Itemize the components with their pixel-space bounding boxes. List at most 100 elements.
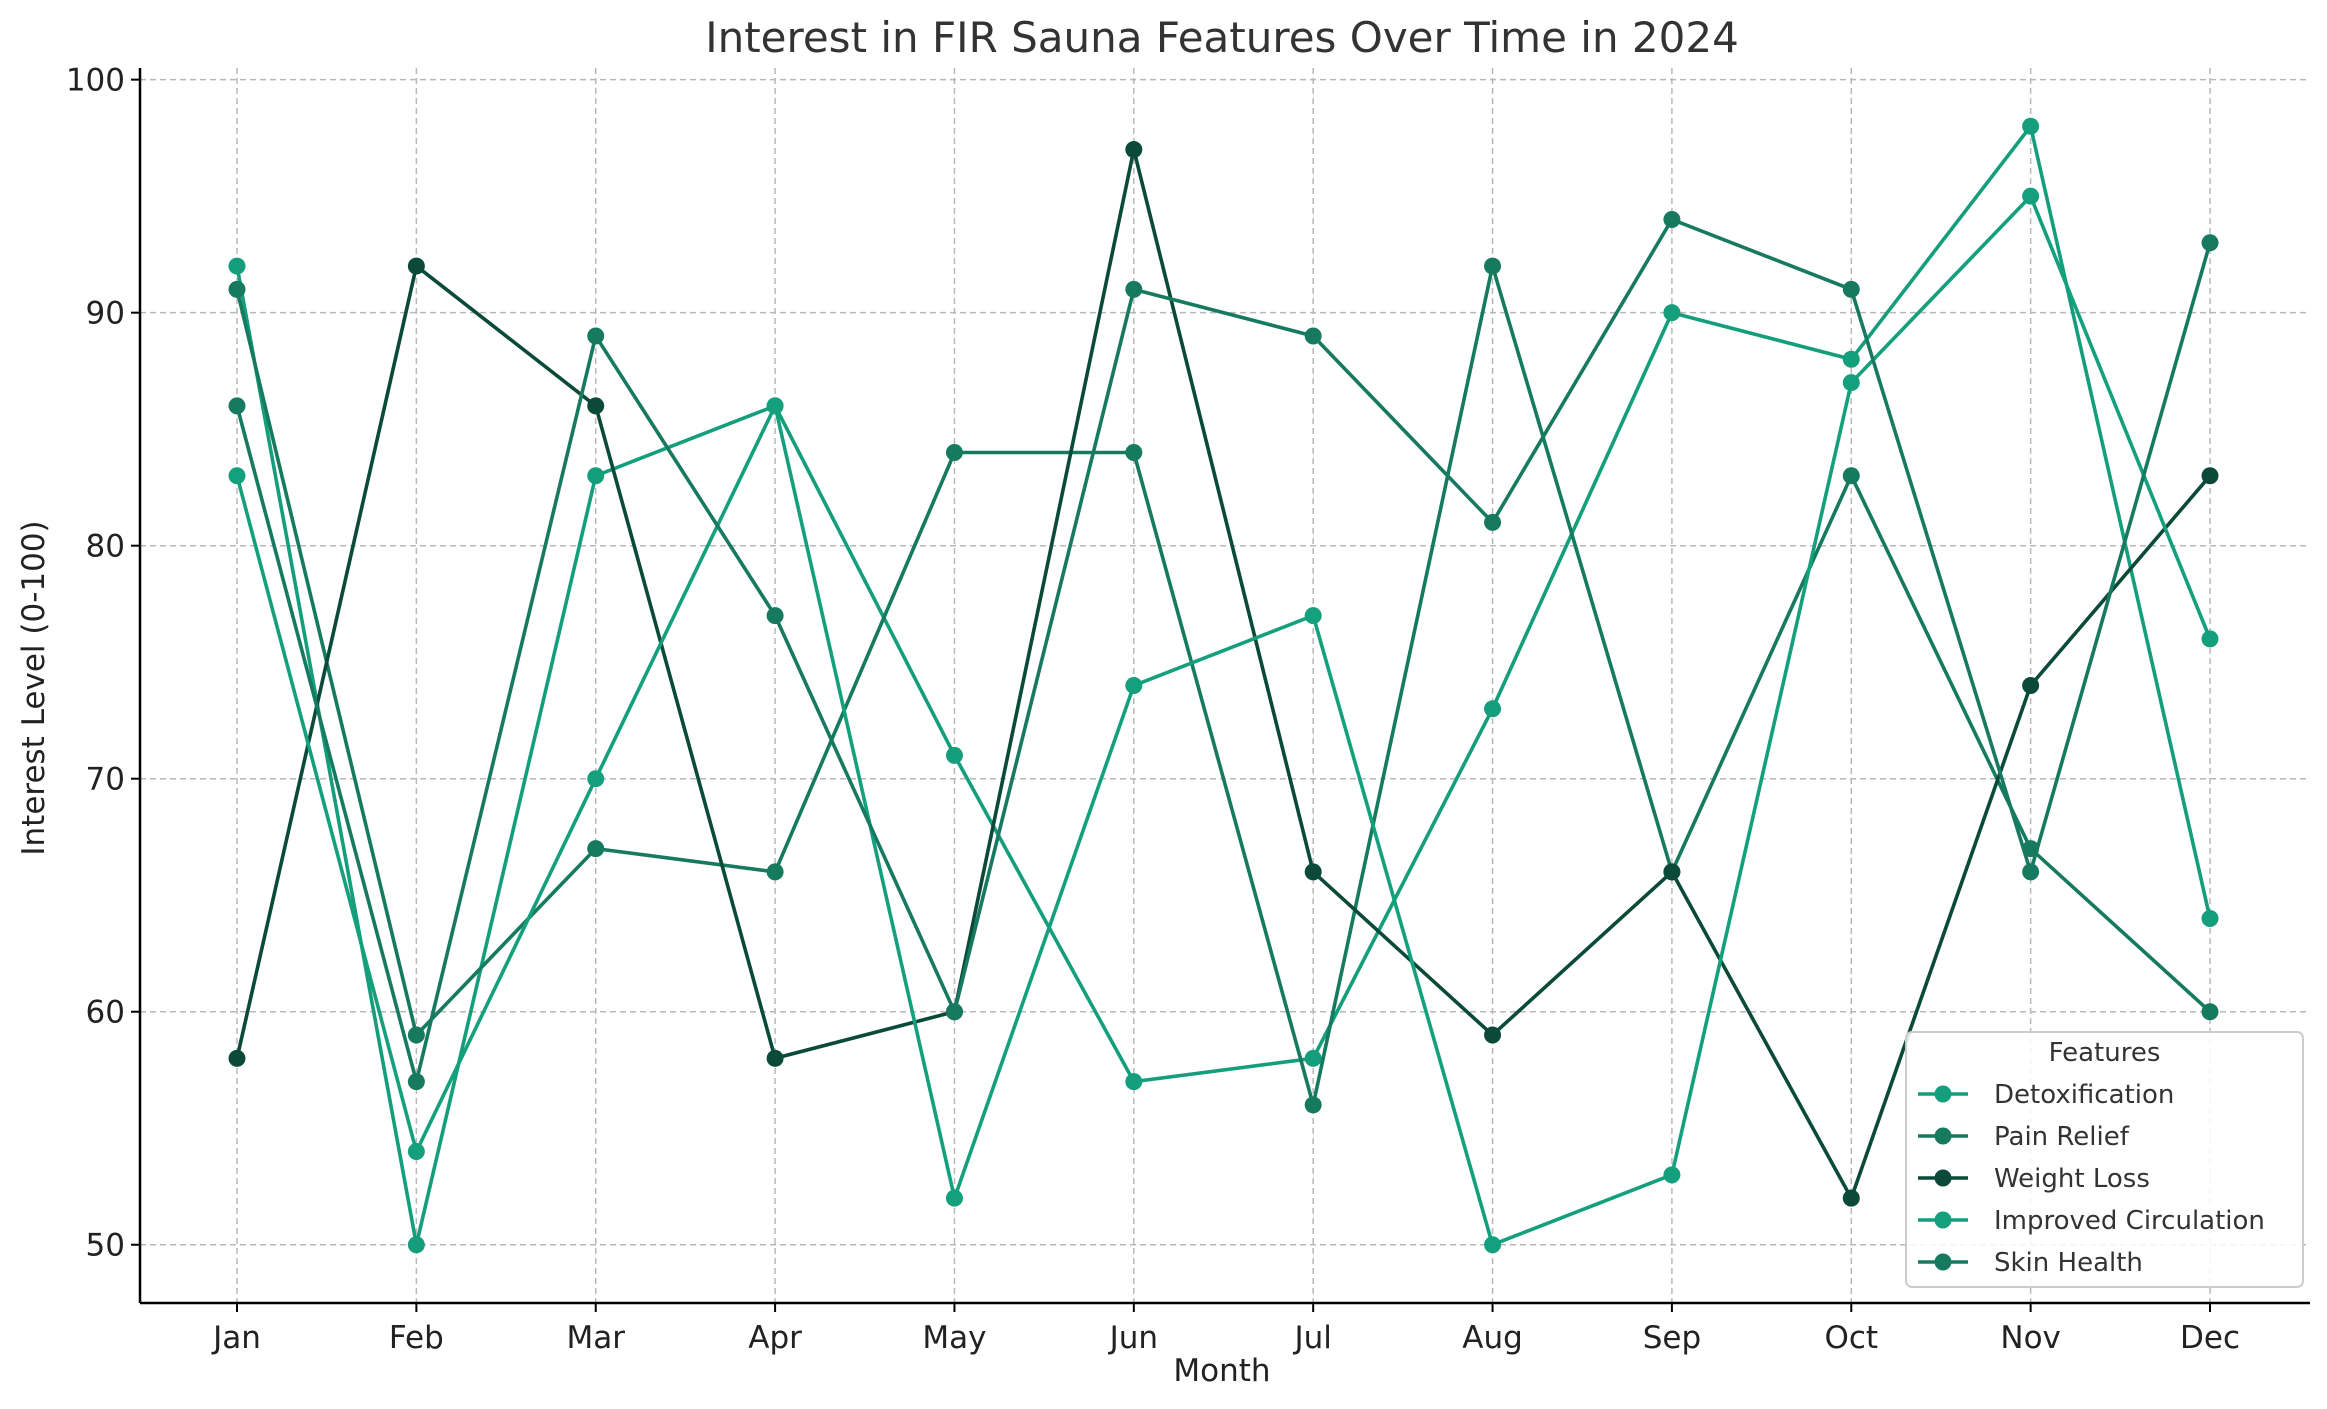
- data-point: [1125, 141, 1143, 159]
- series-line: [235, 122, 2212, 1246]
- data-point: [407, 1073, 425, 1091]
- data-point: [1842, 1189, 1860, 1207]
- data-point: [587, 467, 605, 485]
- legend-items: Detoxification Pain Relief Weight Loss Impr…: [1918, 1080, 2265, 1278]
- series-pain-relief: [228, 257, 2219, 1114]
- data-point: [2201, 467, 2219, 485]
- data-point: [1484, 1236, 1502, 1254]
- data-point: [587, 840, 605, 858]
- tick-labels: 50 60 70 80 90 100 Jan Feb Mar Apr May Jun Jul Aug Sep…: [66, 63, 2240, 1356]
- data-point: [945, 1189, 963, 1207]
- legend-label: Weight Loss: [1994, 1164, 2150, 1194]
- data-point: [1304, 863, 1322, 881]
- data-point: [228, 1049, 246, 1067]
- data-point: [1663, 1166, 1681, 1184]
- x-tick-label: May: [922, 1320, 986, 1356]
- y-tick-label: 70: [86, 762, 125, 798]
- x-tick-label: Aug: [1462, 1320, 1523, 1356]
- data-point: [587, 770, 605, 788]
- x-tick-label: Jan: [211, 1320, 261, 1356]
- series-improved-circulation: [228, 187, 2219, 1254]
- data-point: [228, 280, 246, 298]
- data-point: [1842, 280, 1860, 298]
- data-point: [1125, 677, 1143, 694]
- chart-title: Interest in FIR Sauna Features Over Time…: [705, 13, 1739, 62]
- data-point: [1304, 607, 1322, 625]
- data-point: [228, 257, 246, 275]
- data-point: [1842, 467, 1860, 485]
- data-point: [1304, 327, 1322, 345]
- legend-label: Pain Relief: [1994, 1122, 2130, 1152]
- x-tick-label: Mar: [566, 1320, 625, 1356]
- x-tick-label: Apr: [748, 1320, 802, 1356]
- legend-swatch-marker: [1934, 1127, 1952, 1145]
- data-point: [2201, 910, 2219, 928]
- x-tick-label: Nov: [2000, 1320, 2061, 1356]
- data-point: [1304, 1096, 1322, 1114]
- data-point: [407, 1026, 425, 1044]
- data-point: [407, 1143, 425, 1161]
- data-point: [2022, 677, 2040, 694]
- data-point: [1125, 443, 1143, 461]
- legend: Features Detoxification Pain Relief Weight…: [1905, 1031, 2304, 1288]
- data-point: [766, 863, 784, 881]
- data-point: [766, 607, 784, 625]
- legend-item: Improved Circulation: [1918, 1206, 2265, 1236]
- x-tick-label: Jul: [1292, 1320, 1331, 1356]
- x-tick-label: Feb: [389, 1320, 444, 1356]
- data-point: [945, 1003, 963, 1021]
- legend-swatch-marker: [1934, 1085, 1952, 1103]
- data-point: [1484, 700, 1502, 718]
- x-tick-label: Dec: [2180, 1320, 2240, 1356]
- x-axis-label: Month: [1173, 1353, 1270, 1389]
- data-point: [2201, 1003, 2219, 1021]
- y-tick-label: 100: [66, 63, 125, 99]
- series-line: [235, 265, 2212, 1106]
- data-point: [407, 1236, 425, 1254]
- y-tick-label: 90: [86, 296, 125, 332]
- legend-label: Improved Circulation: [1994, 1206, 2265, 1236]
- x-tick-label: Sep: [1643, 1320, 1701, 1356]
- legend-title: Features: [2049, 1038, 2161, 1068]
- legend-swatch-marker: [1934, 1169, 1952, 1187]
- series-line: [235, 192, 2212, 1248]
- data-point: [945, 443, 963, 461]
- series-detoxification: [228, 117, 2219, 1254]
- data-point: [1842, 374, 1860, 392]
- data-point: [1304, 1049, 1322, 1067]
- data-point: [407, 257, 425, 275]
- data-point: [2022, 117, 2040, 135]
- legend-label: Detoxification: [1994, 1080, 2174, 1110]
- data-point: [2201, 630, 2219, 648]
- data-point: [1484, 1026, 1502, 1044]
- data-point: [766, 397, 784, 415]
- data-point: [2022, 863, 2040, 881]
- axes: [138, 68, 2310, 1305]
- legend-item: Detoxification: [1918, 1080, 2174, 1110]
- data-point: [587, 327, 605, 345]
- legend-label: Skin Health: [1994, 1248, 2143, 1278]
- series-line: [235, 217, 2212, 1083]
- data-point: [766, 1049, 784, 1067]
- data-point: [228, 467, 246, 485]
- legend-item: Weight Loss: [1918, 1164, 2150, 1194]
- data-point: [2022, 187, 2040, 205]
- series-lines: [228, 117, 2219, 1254]
- data-point: [2201, 234, 2219, 252]
- data-point: [228, 397, 246, 415]
- x-tick-label: Jun: [1108, 1320, 1158, 1356]
- legend-box: [1905, 1031, 2304, 1288]
- legend-item: Pain Relief: [1918, 1122, 2130, 1152]
- legend-swatch-marker: [1934, 1253, 1952, 1271]
- legend-item: Skin Health: [1918, 1248, 2143, 1278]
- data-point: [1484, 513, 1502, 531]
- series-line: [235, 149, 2212, 1203]
- series-skin-health: [228, 210, 2219, 1091]
- y-tick-label: 60: [86, 995, 125, 1031]
- y-tick-label: 50: [86, 1228, 125, 1264]
- data-point: [1125, 1073, 1143, 1091]
- data-point: [1663, 863, 1681, 881]
- data-point: [1484, 257, 1502, 275]
